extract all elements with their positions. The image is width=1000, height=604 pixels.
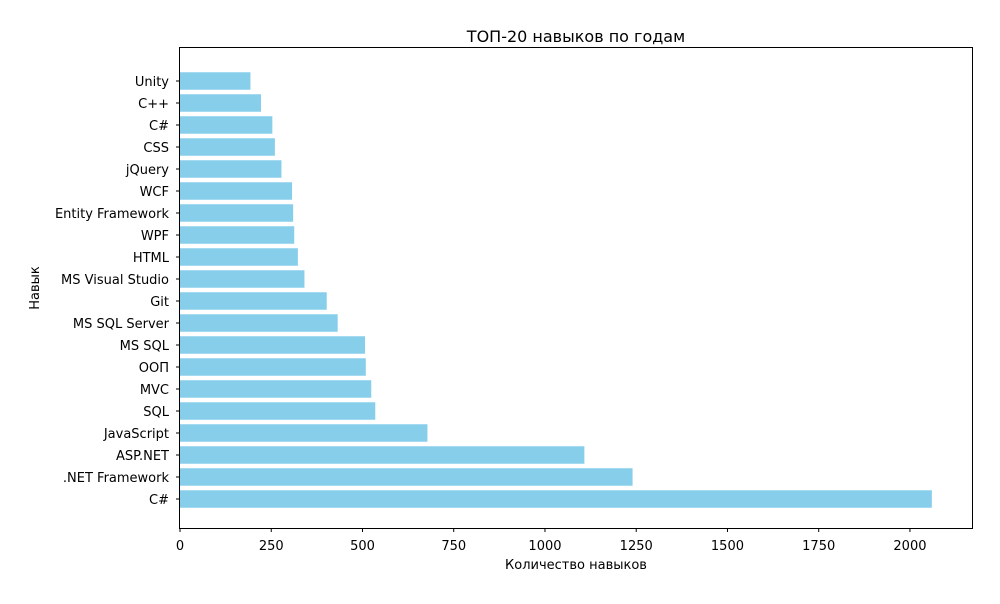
bar (180, 468, 633, 486)
bar (180, 358, 366, 376)
bar (180, 402, 376, 420)
bar (180, 292, 327, 310)
bar (180, 336, 366, 354)
x-tick-label: 1500 (711, 539, 744, 554)
x-tick-label: 0 (176, 539, 184, 554)
y-tick-label: MS Visual Studio (61, 273, 169, 288)
x-tick-label: 1000 (528, 539, 561, 554)
bar (180, 270, 305, 288)
y-tick-label: MS SQL (120, 339, 170, 354)
y-tick-label: MVC (140, 383, 169, 398)
y-tick-label: ASP.NET (116, 449, 169, 464)
y-tick-label: C++ (138, 97, 169, 112)
y-axis-label: Навык (28, 266, 43, 310)
bar (180, 182, 293, 200)
bar (180, 72, 251, 90)
bar (180, 446, 585, 464)
plot-area-frame (179, 47, 973, 529)
bar (180, 248, 298, 266)
y-tick-label: WCF (140, 185, 169, 200)
bar (180, 94, 262, 112)
x-axis-ticks: 0 250 500 750 1000 1250 1500 1750 2000 (176, 528, 927, 554)
x-tick-label: 500 (350, 539, 375, 554)
bar (180, 138, 275, 156)
x-tick-label: 750 (441, 539, 466, 554)
bar (180, 204, 294, 222)
y-tick-label: MS SQL Server (73, 317, 170, 332)
bar (180, 490, 932, 508)
bar (180, 314, 338, 332)
y-tick-label: jQuery (125, 163, 169, 178)
x-tick-label: 1250 (620, 539, 653, 554)
bar (180, 160, 282, 178)
y-tick-label: CSS (143, 141, 169, 156)
y-tick-label: Git (150, 295, 169, 310)
chart-title: ТОП-20 навыков по годам (466, 27, 685, 46)
y-tick-label: C# (149, 119, 169, 134)
y-tick-label: HTML (133, 251, 170, 266)
x-tick-label: 250 (259, 539, 284, 554)
y-tick-label: Entity Framework (55, 207, 170, 222)
y-tick-label: Unity (135, 75, 169, 90)
bar (180, 424, 428, 442)
y-tick-label: ООП (139, 361, 169, 376)
bar (180, 116, 273, 134)
y-tick-label: .NET Framework (63, 471, 170, 486)
bar (180, 380, 372, 398)
x-axis-label: Количество навыков (505, 558, 647, 573)
x-tick-label: 1750 (802, 539, 835, 554)
y-tick-label: SQL (143, 405, 169, 420)
y-tick-label: WPF (141, 229, 169, 244)
bar (180, 226, 295, 244)
bars-group (180, 72, 932, 508)
y-tick-label: JavaScript (103, 427, 169, 442)
y-tick-label: C# (149, 493, 169, 508)
y-axis-ticks: C# .NET Framework ASP.NET JavaScript SQL MVC О… (55, 75, 180, 508)
x-tick-label: 2000 (893, 539, 926, 554)
